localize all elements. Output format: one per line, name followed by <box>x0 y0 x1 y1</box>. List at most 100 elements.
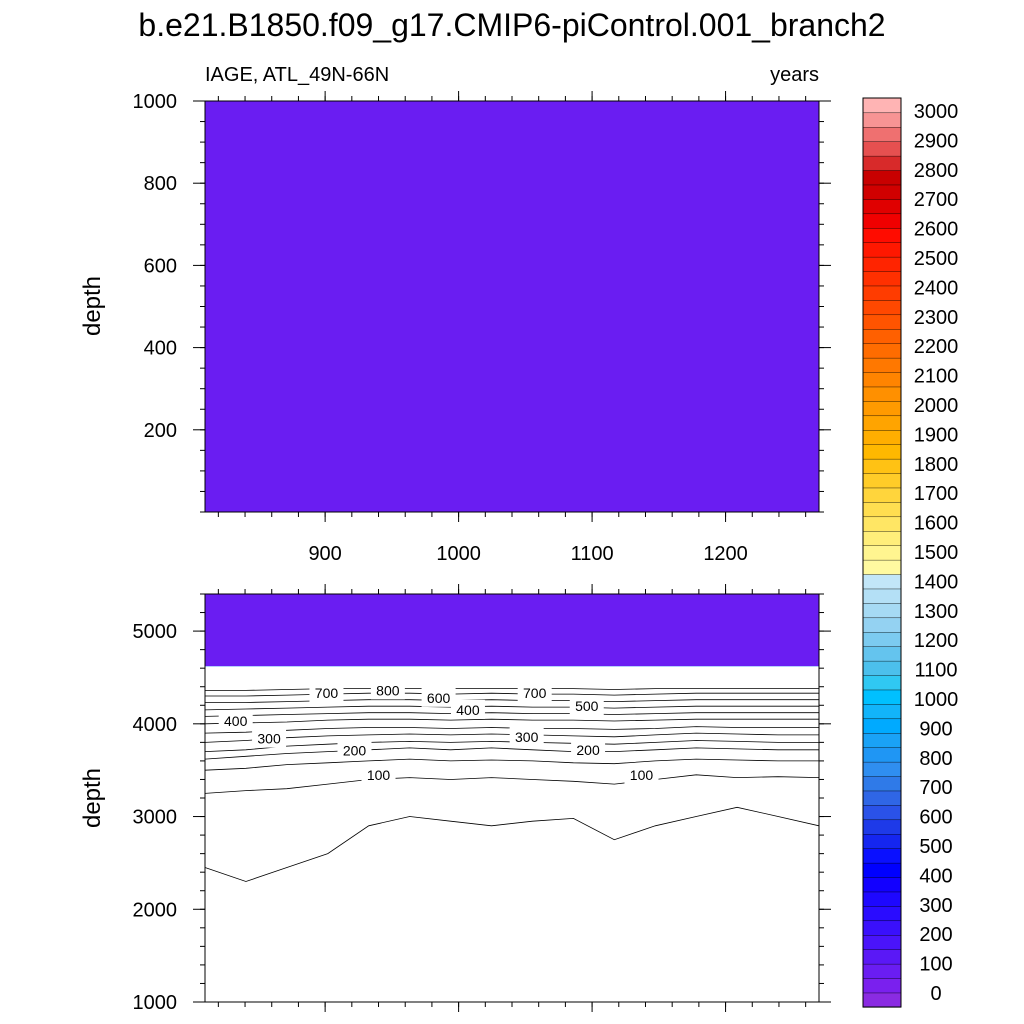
colorbar-swatch <box>862 963 902 979</box>
colorbar-label: 2600 <box>914 219 959 241</box>
colorbar-swatch <box>862 732 902 748</box>
colorbar-swatch <box>862 314 902 330</box>
contour-label: 100 <box>624 764 659 784</box>
contour-label-box <box>509 726 544 746</box>
colorbar-label: 1700 <box>914 483 959 505</box>
colorbar-swatch <box>862 227 902 243</box>
colorbar-label: 300 <box>919 895 952 917</box>
colorbar-label: 2500 <box>914 248 959 270</box>
colorbar-swatch <box>862 848 902 864</box>
colorbar-swatch <box>862 371 902 388</box>
colorbar-swatch <box>862 501 902 518</box>
contour-label: 200 <box>337 740 372 760</box>
colorbar-swatch <box>862 775 902 792</box>
colorbar-swatch <box>862 458 902 474</box>
contour-line-600 <box>205 699 819 703</box>
colorbar-label: 500 <box>919 836 952 858</box>
contour-label: 300 <box>509 726 544 746</box>
y-tick-label: 800 <box>144 173 177 195</box>
colorbar-swatch <box>862 559 902 575</box>
contour-label-text: 500 <box>575 698 599 714</box>
colorbar-swatch <box>862 530 902 546</box>
contour-label-box <box>218 711 253 731</box>
colorbar-swatch <box>862 487 902 503</box>
colorbar-label: 1000 <box>914 689 959 711</box>
lower-axes: 1000 2000 3000 4000 5000 <box>133 584 831 1014</box>
y-tick-label: 1000 <box>133 992 178 1014</box>
colorbar-swatch <box>862 819 902 835</box>
colorbar-swatch <box>862 761 902 777</box>
colorbar-swatch <box>862 328 902 344</box>
figure-title: b.e21.B1850.f09_g17.CMIP6-piControl.001_… <box>138 7 885 43</box>
x-tick-label: 1100 <box>571 543 614 565</box>
colorbar-label: 0 <box>930 983 941 1005</box>
colorbar-swatch <box>862 198 902 215</box>
y-tick-label: 3000 <box>133 807 178 829</box>
colorbar-swatch <box>862 977 902 994</box>
lower-ylabel: depth <box>79 768 106 828</box>
colorbar-swatch <box>862 631 902 647</box>
upper-axes: 900 1000 1100 1200 200 400 600 800 1000 <box>133 91 831 565</box>
colorbar-frame <box>862 97 902 1008</box>
colorbar-label: 2400 <box>914 277 959 299</box>
upper-right-label: years <box>770 64 819 86</box>
contour-line-800 <box>205 688 819 691</box>
contour-label-box <box>450 699 485 719</box>
age-band-young <box>205 594 819 667</box>
contour-label-text: 200 <box>576 742 600 758</box>
colorbar-label: 2200 <box>914 336 959 358</box>
contour-line-700 <box>205 692 819 697</box>
x-tick-label: 1000 <box>436 543 481 565</box>
contour-label-text: 700 <box>523 685 547 701</box>
colorbar-swatch <box>862 169 902 186</box>
colorbar-swatch <box>862 343 902 359</box>
contour-label: 200 <box>571 739 606 759</box>
y-tick-label: 4000 <box>133 714 178 736</box>
lower-age-field <box>205 594 819 1002</box>
contour-label: 800 <box>370 680 405 700</box>
y-tick-label: 5000 <box>133 621 178 643</box>
contour-label-text: 100 <box>630 767 654 783</box>
contour-label-text: 100 <box>367 767 391 783</box>
colorbar-swatch <box>862 299 902 316</box>
colorbar-label: 1100 <box>914 660 957 682</box>
colorbar-label: 1400 <box>914 571 959 593</box>
colorbar-swatch <box>862 516 902 532</box>
colorbar-swatch <box>862 833 902 849</box>
contour-label: 500 <box>569 696 604 716</box>
colorbar: 3000290028002700260025002400230022002100… <box>862 97 959 1008</box>
contour-label-box <box>421 687 456 707</box>
contour-label-box <box>624 764 659 784</box>
colorbar-swatch <box>862 270 902 287</box>
contour-label-box <box>370 680 405 700</box>
contour-label-box <box>569 696 604 716</box>
contour-label-text: 300 <box>515 729 539 745</box>
colorbar-label: 400 <box>919 865 952 887</box>
colorbar-swatch <box>862 602 902 619</box>
colorbar-label: 2000 <box>914 395 959 417</box>
colorbar-swatch <box>862 357 902 373</box>
colorbar-swatch <box>862 415 902 431</box>
colorbar-swatch <box>862 472 902 489</box>
colorbar-label: 1900 <box>914 424 959 446</box>
colorbar-label: 1800 <box>914 454 959 476</box>
lower-contours <box>204 688 820 882</box>
colorbar-label: 1200 <box>914 630 959 652</box>
contour-line-400 <box>204 718 819 725</box>
colorbar-label: 2100 <box>914 366 959 388</box>
colorbar-label: 100 <box>919 954 952 976</box>
colorbar-swatch <box>862 588 902 604</box>
colorbar-swatch <box>862 400 902 417</box>
colorbar-label: 1300 <box>914 601 959 623</box>
colorbar-label: 800 <box>919 748 952 770</box>
colorbar-swatch <box>862 790 902 806</box>
x-tick-label: 900 <box>308 543 341 565</box>
contour-line-450 <box>204 712 819 717</box>
upper-ylabel: depth <box>79 276 106 336</box>
colorbar-swatch <box>862 934 902 950</box>
colorbar-swatch <box>862 573 902 590</box>
colorbar-swatch <box>862 920 902 936</box>
contour-label-text: 300 <box>257 731 281 747</box>
colorbar-label: 2700 <box>914 189 959 211</box>
colorbar-swatch <box>862 256 902 272</box>
